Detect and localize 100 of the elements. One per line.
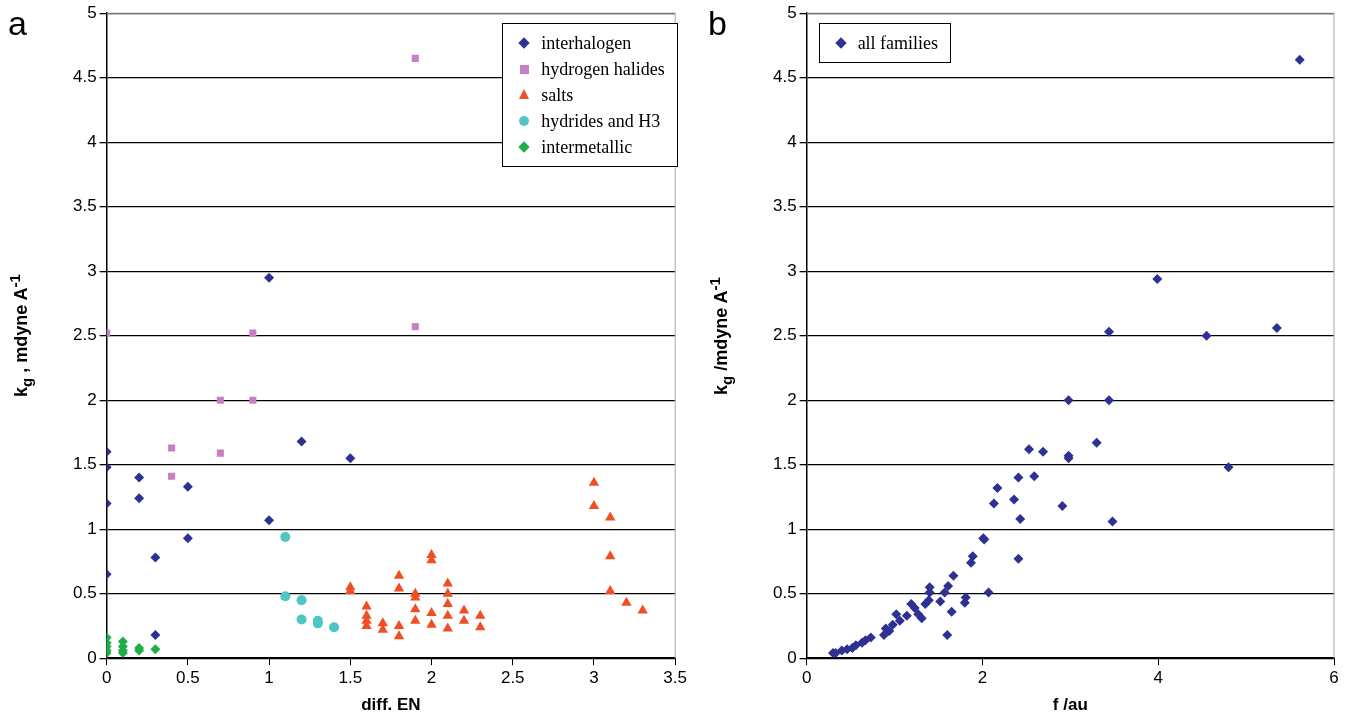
y-tick-label: 4 [87,131,97,151]
x-tick-label: 6 [1329,668,1339,688]
x-tick-label: 2 [426,668,437,688]
point [296,595,307,606]
legend-label: interhalogen [541,32,632,54]
point [887,619,898,630]
point [150,552,161,563]
y-tick-label: 1.5 [772,454,797,474]
text: a [8,4,27,43]
point [1063,395,1074,406]
point [442,598,453,608]
point [1057,500,1068,511]
point [1009,494,1020,505]
point [1091,437,1102,448]
y-tick-label: 2 [87,389,97,409]
point [249,329,257,337]
point [1223,462,1234,473]
point [1152,273,1163,284]
point [605,511,616,521]
legend-label: hydrogen halides [541,58,665,80]
point [923,595,934,606]
y-tick-label: 4.5 [72,67,97,87]
point [264,272,275,283]
y-tick-label: 2 [787,389,797,409]
point [150,629,161,640]
y-tick-label: 4 [787,131,797,151]
y-tick-label: 3.5 [772,196,797,216]
legend-label: all families [857,32,939,54]
point [935,596,946,607]
point [411,323,419,331]
point [410,603,421,613]
point [966,557,976,568]
point [393,582,405,592]
point [442,622,453,632]
point [345,453,356,464]
point [588,476,600,486]
point [948,570,959,581]
x-tick-label: 0.5 [176,668,200,688]
y-tick-label: 1 [787,518,797,538]
point [943,580,954,591]
point [1015,513,1026,524]
point [442,609,453,619]
point [901,610,912,621]
point [588,499,600,509]
point [296,614,307,625]
point [475,621,486,631]
point [1013,472,1024,483]
point [1294,54,1305,65]
text: b [708,4,727,43]
legend-label: intermetallic [541,136,633,158]
y-tick-label: 1.5 [72,454,97,474]
y-tick-label: 0 [87,647,97,667]
point [150,644,161,655]
point [988,498,999,509]
x-tick-label: 0 [101,668,112,688]
point [475,609,486,619]
point [1038,446,1049,457]
legend-label: salts [541,84,574,106]
x-axis-title: f /au [1052,695,1088,715]
y-tick-label: 0.5 [72,583,97,603]
point [410,614,421,624]
point [894,615,905,626]
point [182,533,193,544]
x-tick-label: 2 [977,668,988,688]
point [182,481,193,492]
point [216,449,224,457]
point [891,609,902,620]
point [946,606,957,617]
point [280,591,291,602]
point [605,550,616,560]
x-tick-label: 3.5 [663,668,687,688]
point [939,587,950,598]
point [264,515,275,526]
point [411,54,419,62]
point [621,596,632,606]
y-tick-label: 3 [87,260,97,280]
point [458,614,470,624]
point [134,472,145,483]
y-tick-label: 0.5 [772,583,797,603]
y-tick-label: 3 [787,260,797,280]
point [1013,553,1024,564]
point [605,585,616,595]
point [393,630,405,640]
point [983,587,994,598]
point [992,482,1003,493]
point [134,493,145,504]
point [1271,322,1282,333]
y-tick-label: 5 [87,2,97,22]
point [296,436,307,447]
point [1201,330,1212,341]
point [426,618,437,628]
point [1103,326,1114,337]
point [1024,444,1035,455]
x-tick-label: 2.5 [500,668,525,688]
y-tick-label: 2.5 [72,325,97,345]
y-tick-label: 3.5 [72,196,97,216]
x-tick-label: 3 [589,668,599,688]
y-tick-label: 5 [787,2,797,22]
point [1029,471,1040,482]
x-tick-label: 1 [264,668,274,688]
